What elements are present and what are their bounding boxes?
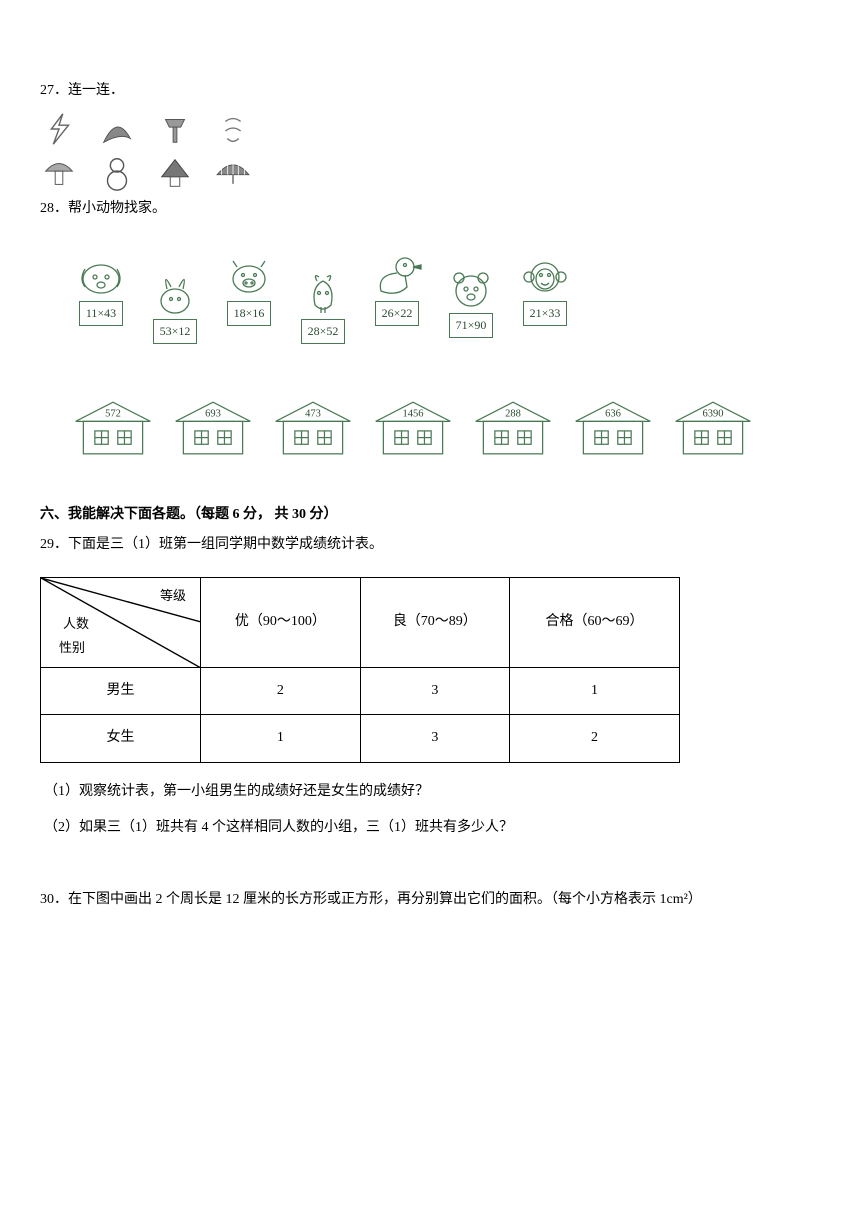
animal-goat: 28×52 [292, 269, 354, 344]
svg-text:288: 288 [505, 409, 521, 420]
diag-label-bot: 性别 [59, 638, 85, 659]
q29-sub2: （2）如果三（1）班共有 4 个这样相同人数的小组，三（1）班共有多少人？ [44, 817, 820, 839]
q29-cell: 3 [360, 715, 509, 762]
expr-label: 53×12 [153, 319, 198, 344]
q29-row-label: 女生 [41, 715, 201, 762]
house: 288 [470, 394, 556, 464]
q29-sub1: （1）观察统计表，第一小组男生的成绩好还是女生的成绩好？ [44, 781, 820, 803]
sketch-mushroom-icon [40, 154, 78, 192]
q29-col-header: 良（70～89） [360, 577, 509, 667]
animal-rabbit: 53×12 [144, 269, 206, 344]
q28-animal-row: 11×43 53×12 18×16 28×52 26×22 71×90 21×3… [70, 251, 820, 344]
svg-text:572: 572 [105, 409, 121, 420]
house: 473 [270, 394, 356, 464]
section6-header: 六、我能解决下面各题。（每题 6 分， 共 30 分） [40, 504, 820, 526]
q27-row-bottom [40, 154, 820, 192]
sketch-hat-icon [156, 154, 194, 192]
sketch-lamp-icon [156, 110, 194, 148]
house: 693 [170, 394, 256, 464]
q29-diag-cell: 等级 人数 性别 [41, 577, 201, 667]
sketch-lightning-icon [40, 110, 78, 148]
svg-text:473: 473 [305, 409, 321, 420]
animal-pig: 18×16 [218, 251, 280, 344]
diag-label-mid: 人数 [63, 614, 89, 635]
q29-cell: 2 [509, 715, 679, 762]
q27-row-top [40, 110, 820, 148]
expr-label: 21×33 [523, 301, 568, 326]
house: 636 [570, 394, 656, 464]
q29-cell: 1 [201, 715, 361, 762]
q29-title: 29．下面是三（1）班第一组同学期中数学成绩统计表。 [40, 534, 820, 556]
house: 572 [70, 394, 156, 464]
q29-col-header: 优（90～100） [201, 577, 361, 667]
expr-label: 26×22 [375, 301, 420, 326]
q29-cell: 1 [509, 667, 679, 714]
svg-text:693: 693 [205, 409, 221, 420]
q29-cell: 2 [201, 667, 361, 714]
diag-label-top: 等级 [160, 586, 186, 607]
svg-text:1456: 1456 [403, 409, 424, 420]
expr-label: 28×52 [301, 319, 346, 344]
animal-duck: 26×22 [366, 251, 428, 344]
q29-cell: 3 [360, 667, 509, 714]
svg-text:6390: 6390 [703, 409, 724, 420]
svg-text:636: 636 [605, 409, 621, 420]
q29-col-header: 合格（60～69） [509, 577, 679, 667]
expr-label: 11×43 [79, 301, 123, 326]
q29-row-label: 男生 [41, 667, 201, 714]
sketch-face-icon [214, 110, 252, 148]
q29-table: 等级 人数 性别 优（90～100） 良（70～89） 合格（60～69） 男生… [40, 577, 680, 763]
q30-title: 30．在下图中画出 2 个周长是 12 厘米的长方形或正方形，再分别算出它们的面… [40, 889, 820, 911]
house: 1456 [370, 394, 456, 464]
animal-monkey: 21×33 [514, 251, 576, 344]
sketch-fin-icon [98, 110, 136, 148]
q27-title: 27．连一连． [40, 80, 820, 102]
q28-title: 28．帮小动物找家。 [40, 198, 820, 220]
sketch-umbrella-icon [214, 154, 252, 192]
q28-house-row: 572 693 [70, 394, 820, 464]
animal-bear: 71×90 [440, 263, 502, 344]
expr-label: 71×90 [449, 313, 494, 338]
animal-dog: 11×43 [70, 251, 132, 344]
house: 6390 [670, 394, 756, 464]
sketch-snowman-icon [98, 154, 136, 192]
expr-label: 18×16 [227, 301, 272, 326]
